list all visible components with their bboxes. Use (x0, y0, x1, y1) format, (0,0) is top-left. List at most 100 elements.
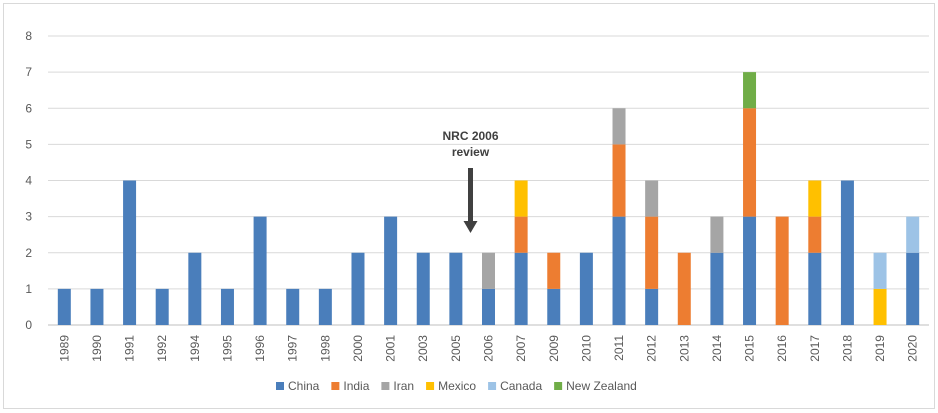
bar-segment-china-1996 (253, 216, 267, 325)
legend-label: China (288, 379, 320, 393)
legend-swatch (426, 382, 435, 390)
y-tick-label: 7 (25, 65, 32, 79)
bar-segment-india-2013 (677, 252, 691, 325)
x-tick-label: 1995 (220, 335, 234, 362)
bar-segment-china-2015 (743, 216, 757, 325)
bar-segment-india-2009 (547, 252, 561, 289)
y-tick-label: 2 (25, 246, 32, 260)
bar-segment-iran-2006 (482, 252, 495, 289)
x-tick-label: 2000 (351, 335, 365, 362)
bar-segment-china-2018 (840, 180, 854, 325)
bar-segment-mexico-2019 (873, 288, 887, 325)
x-tick-label: 2012 (645, 335, 659, 362)
x-tick-label: 2017 (808, 335, 822, 362)
bar-segment-mexico-2007 (514, 180, 528, 217)
bar-segment-china-2007 (514, 252, 528, 325)
x-axis-tick-labels: 1989 1990 1991 1992 1994 1995 1996 1997 1998 2000… (57, 335, 919, 362)
bar-segment-iran-2011 (612, 108, 626, 145)
bar-segment-china-2009 (547, 288, 561, 325)
annotation-line-2: review (452, 145, 490, 159)
legend-swatch (276, 382, 284, 390)
x-tick-label: 2003 (416, 335, 430, 362)
bar-segment-china-2006 (482, 288, 495, 325)
y-tick-label: 5 (25, 137, 32, 151)
bar-segment-china-1995 (220, 288, 234, 325)
annotation-arrow-head (463, 221, 478, 233)
x-tick-label: 2007 (514, 335, 528, 362)
annotation-line-1: NRC 2006 (442, 129, 498, 143)
x-tick-label: 2001 (384, 335, 398, 362)
x-tick-label: 2005 (449, 335, 463, 362)
x-tick-label: 1997 (286, 335, 300, 362)
x-tick-label: 1991 (123, 335, 137, 362)
legend-swatch (488, 382, 497, 390)
bar-segment-china-1989 (57, 288, 71, 325)
bar-segment-china-1997 (286, 288, 300, 325)
bar-segment-china-2011 (612, 216, 626, 325)
bar-segment-india-2017 (808, 216, 822, 253)
legend-swatch (381, 382, 390, 390)
bar-segment-new-zealand-2015 (743, 72, 757, 109)
bar-segment-china-2005 (449, 252, 463, 325)
legend-label: Canada (500, 379, 542, 393)
x-tick-label: 1998 (318, 335, 332, 362)
y-tick-label: 4 (25, 174, 32, 188)
bar-segment-china-1994 (188, 252, 202, 325)
legend-label: Mexico (438, 379, 476, 393)
y-tick-label: 8 (25, 29, 32, 43)
bar-segment-china-1991 (123, 180, 137, 325)
bar-segment-china-2000 (351, 252, 365, 325)
x-tick-label: 2019 (873, 335, 887, 362)
x-tick-label: 1989 (57, 335, 71, 362)
bar-segment-china-2020 (906, 252, 920, 325)
y-axis-tick-labels: 0 1 2 3 4 5 6 7 8 (25, 29, 32, 332)
legend-label: India (343, 379, 369, 393)
x-tick-label: 2015 (743, 335, 757, 362)
x-tick-label: 2016 (775, 335, 789, 362)
x-tick-label: 2006 (482, 335, 496, 362)
x-tick-label: 1990 (90, 335, 104, 362)
bar-segment-china-2017 (808, 252, 822, 325)
x-tick-label: 2013 (677, 335, 691, 362)
x-tick-label: 1992 (155, 335, 169, 362)
x-tick-label: 2014 (710, 335, 724, 362)
bar-segment-india-2011 (612, 144, 626, 217)
bar-segment-canada-2019 (873, 252, 887, 289)
bar-segment-iran-2012 (645, 180, 659, 217)
legend-label: New Zealand (566, 379, 637, 393)
bar-segment-india-2012 (645, 216, 659, 289)
x-tick-label: 2018 (840, 335, 854, 362)
bar-segment-china-1998 (318, 288, 332, 325)
bar-segment-china-2001 (384, 216, 398, 325)
y-tick-label: 1 (25, 282, 32, 296)
annotation: NRC 2006 review (442, 129, 499, 233)
bar-segment-mexico-2017 (808, 180, 822, 217)
legend-label: Iran (393, 379, 414, 393)
bar-segment-china-1990 (90, 288, 104, 325)
x-tick-label: 2020 (906, 335, 920, 362)
y-tick-label: 3 (25, 210, 32, 224)
bars (57, 72, 920, 325)
bar-segment-iran-2014 (710, 216, 724, 253)
bar-segment-china-2014 (710, 252, 724, 325)
bar-segment-china-1992 (155, 288, 169, 325)
bar-segment-india-2016 (775, 216, 789, 325)
bar-segment-china-2012 (645, 288, 659, 325)
x-tick-label: 1996 (253, 335, 267, 362)
bar-segment-china-2010 (579, 252, 593, 325)
y-tick-label: 0 (25, 318, 32, 332)
legend: China India Iran Mexico Canada New Zealand (276, 379, 637, 393)
bar-segment-canada-2020 (906, 216, 920, 253)
bar-segment-china-2003 (416, 252, 430, 325)
x-tick-label: 2011 (612, 335, 626, 361)
bar-segment-india-2015 (743, 108, 757, 217)
x-tick-label: 2010 (579, 335, 593, 362)
legend-swatch (554, 382, 563, 390)
legend-swatch (331, 382, 340, 390)
x-tick-label: 1994 (188, 335, 202, 362)
x-tick-label: 2009 (547, 335, 561, 362)
bar-segment-india-2007 (514, 216, 528, 253)
y-tick-label: 6 (25, 101, 32, 115)
